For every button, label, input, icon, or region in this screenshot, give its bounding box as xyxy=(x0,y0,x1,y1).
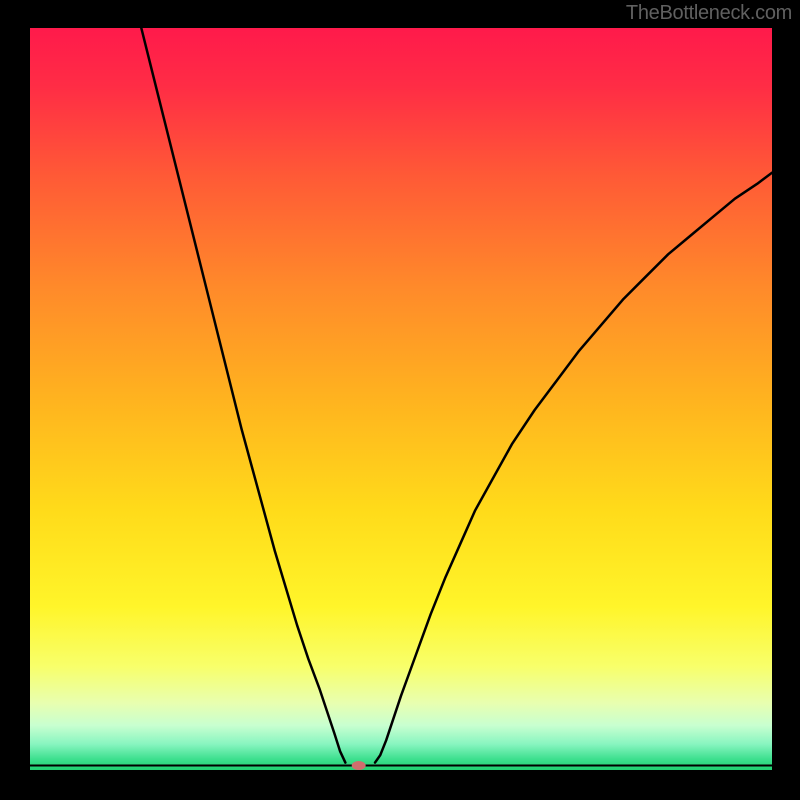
plot-svg xyxy=(30,28,772,770)
plot-background xyxy=(30,28,772,770)
plot-area xyxy=(30,28,772,770)
watermark-text: TheBottleneck.com xyxy=(626,2,792,25)
bottleneck-marker xyxy=(352,761,366,770)
chart-container: TheBottleneck.com xyxy=(0,0,800,800)
